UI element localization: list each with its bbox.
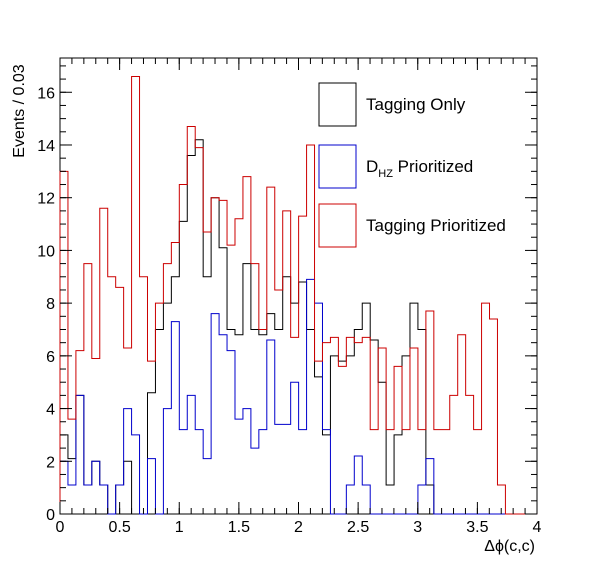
x-tick-label: 3.5 [466,519,488,536]
legend-swatch-0 [318,82,357,127]
y-tick-label: 0 [46,507,55,524]
y-tick-label: 12 [37,191,55,208]
legend: Tagging Only DHZ Prioritized Tagging Prior… [318,82,506,248]
y-axis: 0 2 4 6 8 10 12 14 16 [37,65,537,524]
series-2-histogram [59,75,538,515]
x-axis: 0 0.5 1 1.5 2 2.5 3 3.5 4 [56,58,542,536]
x-tick-label: 2 [294,519,303,536]
y-tick-label: 2 [46,454,55,471]
series-layer [59,75,538,515]
y-tick-label: 8 [46,296,55,313]
legend-swatch-2 [318,203,357,248]
series-1-histogram [59,278,538,515]
x-tick-label: 1 [175,519,184,536]
x-tick-label: 4 [533,519,542,536]
series-0-histogram [59,139,538,515]
legend-label-2: Tagging Prioritized [366,216,506,235]
x-tick-label: 2.5 [347,519,369,536]
y-tick-label: 14 [37,138,55,155]
legend-label-0: Tagging Only [366,95,466,114]
x-tick-label: 0 [56,519,65,536]
x-tick-label: 0.5 [109,519,131,536]
y-axis-title: Events / 0.03 [11,64,28,157]
legend-swatch-1 [318,144,357,189]
y-tick-label: 10 [37,243,55,260]
y-tick-label: 4 [46,402,55,419]
y-tick-label: 16 [37,85,55,102]
x-axis-title: Δϕ(c,c) [484,538,535,555]
y-tick-label: 6 [46,349,55,366]
x-tick-label: 3 [413,519,422,536]
legend-label-1: DHZ Prioritized [366,157,473,180]
x-tick-label: 1.5 [228,519,250,536]
